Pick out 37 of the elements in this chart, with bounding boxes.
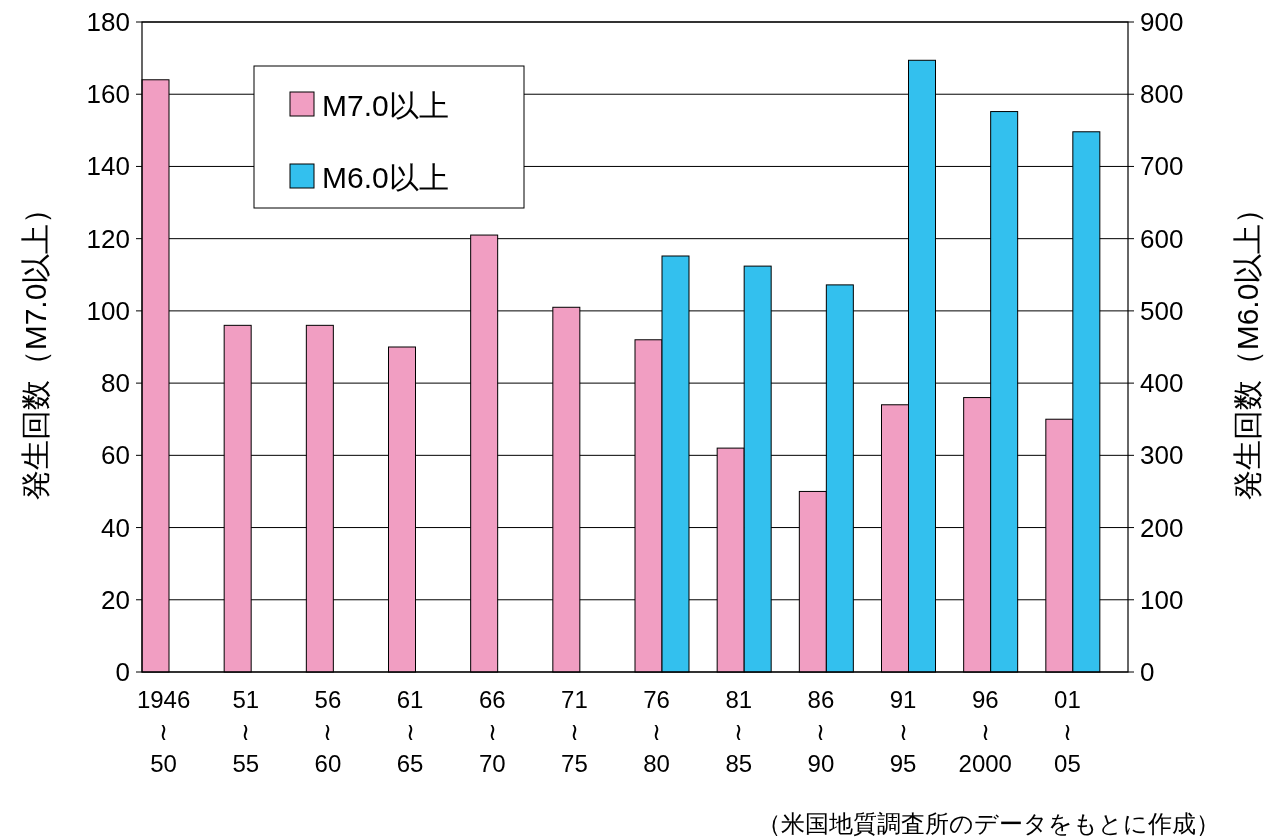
- legend-label: M7.0以上: [322, 89, 449, 122]
- x-tick-label: 01 ≀ 05: [1054, 686, 1081, 777]
- y2-tick-label: 100: [1140, 584, 1184, 615]
- y2-tick-label: 600: [1140, 223, 1184, 254]
- text: （米国地質調査所のデータをもとに作成）: [757, 810, 1220, 837]
- legend-label: M6.0以上: [322, 161, 449, 194]
- x-tick-label: 51 ≀ 55: [232, 686, 260, 777]
- y2-axis-title: 発生回数（M6.0以上）: [1231, 193, 1264, 501]
- x-tick-label: 76 ≀ 80: [643, 686, 670, 777]
- y-tick-label: 160: [86, 79, 130, 110]
- y2-tick-label: 200: [1140, 512, 1184, 543]
- y2-tick-label: 800: [1140, 79, 1184, 110]
- x-tick-label: 91 ≀ 95: [889, 686, 917, 777]
- y2-tick-label: 300: [1140, 440, 1184, 471]
- y-tick-label: 140: [86, 151, 130, 182]
- y-tick-label: 20: [101, 584, 130, 615]
- x-tick-label: 56 ≀ 60: [314, 686, 342, 777]
- x-tick-label: 86 ≀ 90: [807, 686, 835, 777]
- y-tick-label: 180: [86, 7, 130, 37]
- y-tick-label: 0: [115, 657, 130, 687]
- y-tick-label: 120: [86, 223, 130, 254]
- x-tick-label: 1946 ≀ 50: [136, 686, 191, 777]
- x-tick-label: 71 ≀ 75: [561, 686, 588, 777]
- x-tick-label: 61 ≀ 65: [396, 686, 424, 777]
- y2-tick-label: 0: [1140, 657, 1155, 687]
- y2-tick-label: 900: [1140, 7, 1184, 37]
- y-tick-label: 100: [86, 295, 130, 326]
- y-tick-label: 60: [101, 440, 130, 471]
- y2-tick-label: 500: [1140, 295, 1184, 326]
- y-axis-title: 発生回数（M7.0以上）: [19, 193, 52, 501]
- y2-tick-label: 400: [1140, 368, 1184, 399]
- y2-tick-label: 700: [1140, 151, 1184, 182]
- y-tick-label: 40: [101, 512, 130, 543]
- x-tick-label: 96 ≀ 2000: [958, 686, 1012, 777]
- x-tick-label: 66 ≀ 70: [478, 686, 506, 777]
- y-tick-label: 80: [101, 368, 130, 399]
- x-tick-label: 81 ≀ 85: [725, 686, 753, 777]
